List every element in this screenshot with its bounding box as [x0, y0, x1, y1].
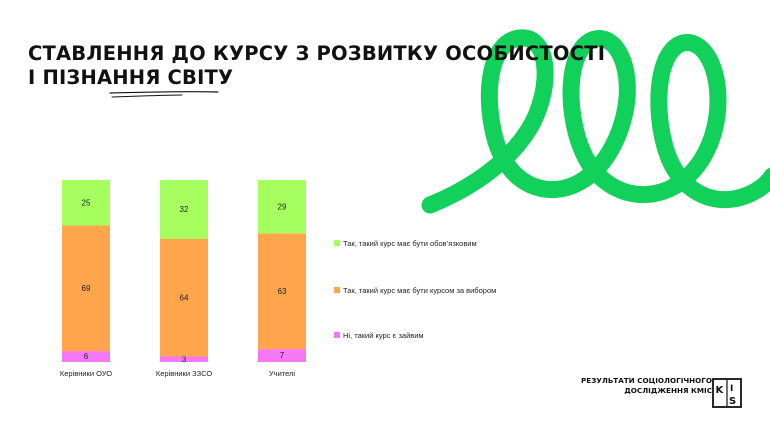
data-label-required: 32	[180, 205, 189, 214]
bar-segment-required	[258, 180, 306, 234]
legend-label-required: Так, такий курс має бути обов’язковим	[343, 238, 477, 248]
footer-line-2: ДОСЛІДЖЕННЯ КМІС	[624, 386, 712, 395]
kiis-logo-k: K	[716, 385, 725, 396]
legend-label-unneeded: Ні, такий курс є зайвим	[343, 330, 424, 340]
data-label-unneeded: 7	[280, 351, 285, 360]
kiis-logo-s: S	[729, 396, 736, 407]
page-title-line-1: СТАВЛЕННЯ ДО КУРСУ З РОЗВИТКУ ОСОБИСТОСТ…	[28, 42, 606, 65]
data-label-required: 29	[278, 202, 287, 211]
footer-line-1: РЕЗУЛЬТАТИ СОЦІОЛОГІЧНОГО	[581, 376, 712, 385]
bar-segment-elective	[258, 233, 306, 350]
legend-item-required: Так, такий курс має бути обов’язковим	[334, 236, 477, 250]
legend-swatch-elective	[334, 287, 340, 293]
data-label-unneeded: 6	[84, 352, 89, 361]
legend-label-elective: Так, такий курс має бути курсом за вибор…	[343, 285, 497, 295]
category-label: Керівники ОУО	[60, 369, 112, 378]
bar-segment-required	[160, 180, 208, 239]
data-label-unneeded: 3	[182, 355, 187, 364]
bar-segment-required	[62, 180, 110, 226]
kiis-logo-icon: K I S	[712, 378, 742, 408]
page-title-line-2: І ПІЗНАННЯ СВІТУ	[28, 66, 234, 89]
bar-segment-unneeded	[160, 356, 208, 362]
bar-segment-unneeded	[258, 349, 306, 362]
green-loop-stroke	[421, 29, 770, 214]
category-label: Керівники ЗЗСО	[156, 369, 212, 378]
underline-stroke-2	[111, 94, 183, 98]
category-label: Учителі	[269, 369, 296, 378]
legend-item-elective: Так, такий курс має бути курсом за вибор…	[334, 283, 496, 297]
legend-swatch-required	[334, 240, 340, 246]
data-label-required: 25	[82, 198, 91, 207]
data-label-elective: 69	[82, 284, 91, 293]
footer-caption: РЕЗУЛЬТАТИ СОЦІОЛОГІЧНОГО ДОСЛІДЖЕННЯ КМ…	[552, 376, 712, 396]
bar-segment-elective	[62, 225, 110, 352]
underline-stroke-1	[109, 90, 219, 94]
data-label-elective: 63	[278, 287, 287, 296]
legend-swatch-unneeded	[334, 332, 340, 338]
kiis-logo-i: I	[730, 384, 733, 394]
page-title: СТАВЛЕННЯ ДО КУРСУ З РОЗВИТКУ ОСОБИСТОСТ…	[28, 42, 608, 90]
bar-segment-elective	[160, 238, 208, 357]
data-label-elective: 64	[180, 293, 189, 302]
bar-segment-unneeded	[62, 351, 110, 362]
legend-item-unneeded: Ні, такий курс є зайвим	[334, 328, 424, 342]
